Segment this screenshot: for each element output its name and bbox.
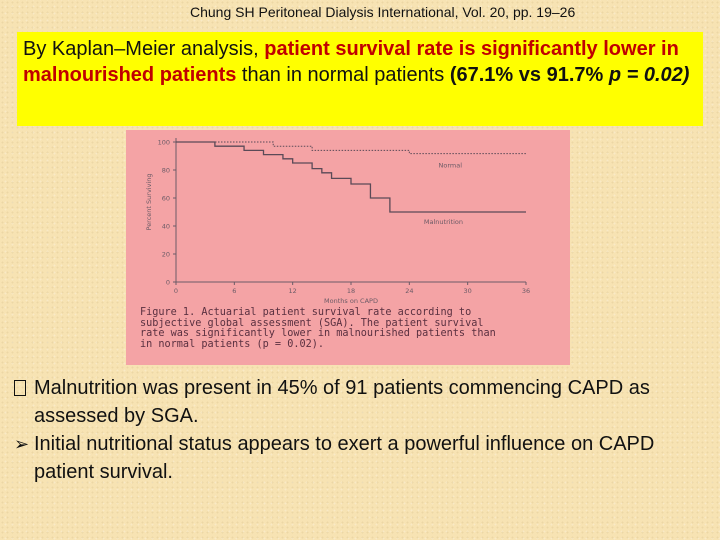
summary-highlight: patient survival rate is significantly l… <box>23 38 679 86</box>
survival-figure: 0 20 40 60 80 100 0 6 12 18 24 30 36 Months on CAPD Pe… <box>126 130 570 365</box>
series-line-normal <box>176 141 526 155</box>
y-tick-label: 80 <box>162 167 170 175</box>
x-tick-label: 24 <box>405 287 413 295</box>
y-tick-label: 100 <box>158 139 170 147</box>
y-tick-label: 60 <box>162 195 170 203</box>
series-label-malnutrition: Malnutrition <box>424 218 463 226</box>
survival-chart: 0 20 40 60 80 100 0 6 12 18 24 30 36 Months on CAPD Pe… <box>145 138 530 305</box>
summary-pvalue: p = 0.02) <box>608 64 690 86</box>
x-tick-label: 12 <box>289 287 297 295</box>
bullet-list: Malnutrition was present in 45% of 91 pa… <box>14 374 714 486</box>
bullet-item-1: Malnutrition was present in 45% of 91 pa… <box>14 374 714 430</box>
x-tick-label: 30 <box>464 287 472 295</box>
y-tick-label: 40 <box>162 223 170 231</box>
bullet-text-2: Initial nutritional status appears to ex… <box>34 433 655 483</box>
square-bullet-icon <box>14 380 26 396</box>
bullet-text-1: Malnutrition was present in 45% of 91 pa… <box>34 377 650 427</box>
series-label-normal: Normal <box>439 162 463 170</box>
arrow-bullet-icon: ➢ <box>14 434 30 454</box>
figure-caption: Figure 1. Actuarial patient survival rat… <box>140 307 496 350</box>
x-tick-label: 18 <box>347 287 355 295</box>
summary-text-2: than in normal patients <box>236 64 450 86</box>
x-tick-label: 6 <box>232 287 236 295</box>
series-line-malnutrition <box>176 141 526 213</box>
y-axis-label: Percent Surviving <box>145 174 153 231</box>
y-tick-label: 0 <box>166 279 170 287</box>
summary-box: By Kaplan–Meier analysis, patient surviv… <box>17 32 703 126</box>
x-tick-label: 0 <box>174 287 178 295</box>
bullet-item-2: ➢ Initial nutritional status appears to … <box>14 430 714 486</box>
summary-text-1: By Kaplan–Meier analysis, <box>23 38 265 60</box>
x-tick-label: 36 <box>522 287 530 295</box>
y-tick-label: 20 <box>162 251 170 259</box>
summary-stats: (67.1% vs 91.7% <box>449 64 609 86</box>
citation: Chung SH Peritoneal Dialysis Internation… <box>190 4 576 20</box>
x-axis-label: Months on CAPD <box>324 297 378 305</box>
